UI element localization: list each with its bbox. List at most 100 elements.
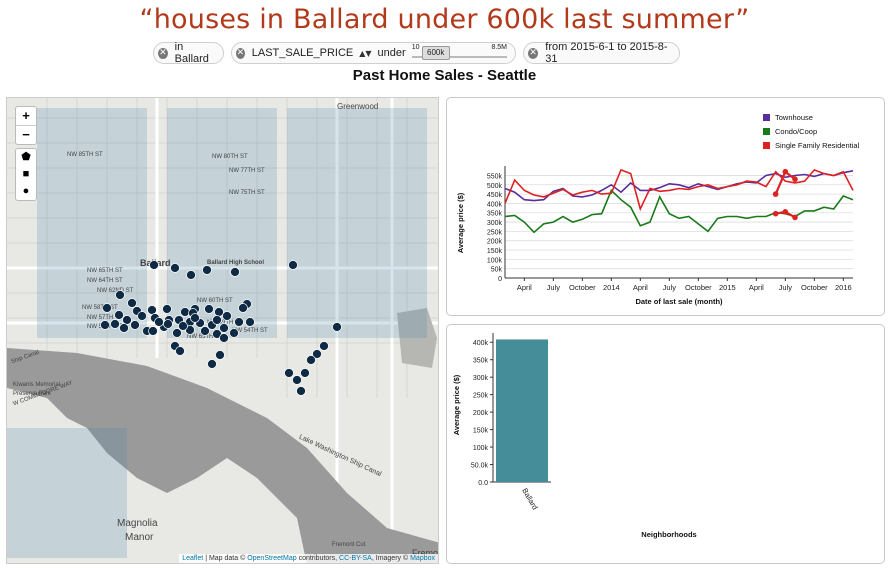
- remove-filter-icon[interactable]: ✕: [158, 47, 168, 59]
- sale-marker[interactable]: [119, 323, 129, 333]
- map-view[interactable]: BallardBallard High SchoolGreenwoodMagno…: [6, 97, 439, 564]
- sale-marker[interactable]: [296, 386, 306, 396]
- sale-markers[interactable]: [100, 260, 342, 396]
- sale-marker[interactable]: [178, 321, 188, 331]
- highlight-point[interactable]: [792, 176, 798, 182]
- sale-marker[interactable]: [180, 307, 190, 317]
- sale-marker[interactable]: [312, 349, 322, 359]
- sale-marker[interactable]: [229, 328, 239, 338]
- neighborhood-filter-chip[interactable]: ✕ in Ballard: [153, 41, 224, 65]
- series-line[interactable]: [504, 189, 854, 234]
- neighborhood-bar-chart[interactable]: 0.0 50.0k 100k 150k 200k 250k 300k 350k 400k Ball…: [447, 325, 884, 563]
- sale-marker[interactable]: [137, 311, 147, 321]
- sale-marker[interactable]: [212, 315, 222, 325]
- mapbox-link[interactable]: Mapbox: [410, 555, 435, 562]
- bar[interactable]: [496, 339, 548, 482]
- sale-marker[interactable]: [300, 368, 310, 378]
- map-label: Magnolia: [117, 518, 158, 529]
- square-icon[interactable]: ■: [22, 168, 30, 180]
- sale-marker[interactable]: [234, 317, 244, 327]
- sale-marker[interactable]: [215, 350, 225, 360]
- sale-marker[interactable]: [204, 304, 214, 314]
- zoom-in-button[interactable]: +: [22, 108, 30, 123]
- sale-marker[interactable]: [202, 265, 212, 275]
- sale-marker[interactable]: [238, 303, 248, 313]
- price-slider[interactable]: 10 600k 8.5M: [411, 44, 507, 60]
- remove-filter-icon[interactable]: ✕: [236, 47, 245, 59]
- zoom-control[interactable]: + −: [15, 106, 37, 145]
- highlight-point[interactable]: [772, 210, 779, 217]
- circle-icon[interactable]: ●: [22, 185, 30, 197]
- highlight-point[interactable]: [782, 168, 789, 175]
- highlight-point[interactable]: [792, 214, 798, 221]
- sale-marker[interactable]: [100, 320, 110, 330]
- price-trend-chart[interactable]: 0 50k 100k 150k 200k 250k 300k 350k 400k 450k 500k…: [447, 98, 884, 315]
- map-label: NW 80TH ST: [212, 154, 248, 160]
- sale-marker[interactable]: [200, 326, 210, 336]
- sale-marker[interactable]: [172, 328, 182, 338]
- sale-marker[interactable]: [284, 368, 294, 378]
- sale-marker[interactable]: [222, 311, 232, 321]
- sale-marker[interactable]: [127, 298, 137, 308]
- sale-marker[interactable]: [219, 333, 229, 343]
- sale-marker[interactable]: [175, 346, 185, 356]
- sale-marker[interactable]: [114, 310, 124, 320]
- sale-marker[interactable]: [163, 319, 173, 329]
- sale-marker[interactable]: [162, 304, 172, 314]
- map-label: NW 57TH ST: [87, 315, 123, 321]
- page-title: Past Home Sales - Seattle: [352, 67, 537, 84]
- sale-marker[interactable]: [130, 320, 140, 330]
- park-area: [397, 308, 437, 368]
- sale-marker[interactable]: [230, 267, 240, 277]
- price-filter-chip[interactable]: ✕ LAST_SALE_PRICE ▲▼ under 10 600k 8.5M: [231, 42, 516, 64]
- sale-marker[interactable]: [292, 375, 302, 385]
- series-line[interactable]: [504, 168, 854, 212]
- sale-marker[interactable]: [245, 317, 255, 327]
- sale-marker[interactable]: [319, 341, 329, 351]
- sale-marker[interactable]: [149, 260, 159, 270]
- sale-marker[interactable]: [115, 290, 125, 300]
- sale-marker[interactable]: [110, 319, 120, 329]
- sale-marker[interactable]: [170, 263, 180, 273]
- sale-marker[interactable]: [154, 317, 164, 327]
- sale-marker[interactable]: [207, 359, 217, 369]
- sale-marker[interactable]: [214, 307, 224, 317]
- sale-marker[interactable]: [219, 323, 229, 333]
- sale-marker[interactable]: [147, 305, 157, 315]
- sale-marker[interactable]: [332, 322, 342, 332]
- x-axis-title: Neighborhoods: [641, 530, 696, 539]
- x-tick-label: October: [801, 283, 828, 292]
- sale-marker[interactable]: [102, 303, 112, 313]
- map-canvas[interactable]: BallardBallard High SchoolGreenwoodMagno…: [7, 98, 439, 564]
- neighborhood-filter-label: in Ballard: [174, 41, 209, 65]
- remove-filter-icon[interactable]: ✕: [528, 47, 539, 59]
- map-label: NW 65TH ST: [87, 268, 123, 274]
- house-density-overlay: [7, 108, 427, 558]
- legend-label: Single Family Residential: [775, 141, 860, 150]
- field-select[interactable]: LAST_SALE_PRICE ▲▼: [252, 47, 372, 59]
- sale-marker[interactable]: [186, 270, 196, 280]
- y-tick-label: 500k: [487, 183, 503, 190]
- highlight-point[interactable]: [772, 191, 779, 197]
- slider-handle[interactable]: 600k: [421, 46, 450, 60]
- sale-marker[interactable]: [288, 260, 298, 270]
- sale-marker[interactable]: [306, 355, 316, 365]
- series-line[interactable]: [504, 170, 854, 202]
- draw-toolbar[interactable]: ⬟ ■ ●: [15, 148, 37, 201]
- pentagon-icon[interactable]: ⬟: [21, 151, 31, 163]
- sale-marker[interactable]: [190, 313, 200, 323]
- osm-link[interactable]: OpenStreetMap: [247, 555, 297, 562]
- highlight-point[interactable]: [782, 209, 789, 215]
- zoom-out-button[interactable]: −: [16, 125, 36, 144]
- slider-track[interactable]: [411, 56, 507, 58]
- y-tick-label: 550k: [487, 173, 503, 180]
- map-label: Preserve Park: [13, 391, 52, 397]
- license-link[interactable]: CC-BY-SA: [339, 555, 372, 562]
- slider-min-label: 10: [411, 44, 420, 51]
- y-tick-label: 50k: [491, 267, 503, 274]
- date-filter-chip[interactable]: ✕ from 2015-6-1 to 2015-8-31: [523, 41, 680, 65]
- under-label: under: [377, 47, 406, 59]
- sale-marker[interactable]: [148, 326, 158, 336]
- sale-marker[interactable]: [122, 315, 132, 325]
- leaflet-link[interactable]: Leaflet: [182, 555, 204, 562]
